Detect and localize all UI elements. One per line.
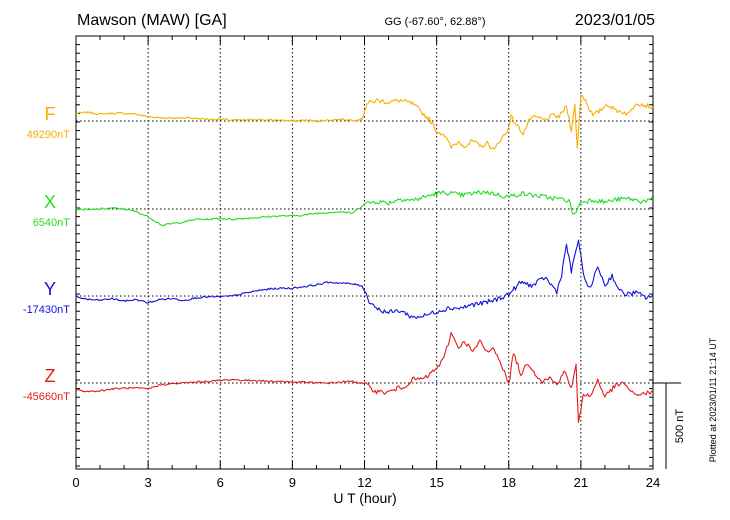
x-tick-label: 21 (574, 475, 588, 490)
series-baseline-Y: -17430nT (23, 304, 70, 316)
x-tick-label: 18 (502, 475, 516, 490)
x-tick-label: 12 (357, 475, 371, 490)
plotted-at-note: Plotted at 2023/01/11 21:14 UT (708, 337, 718, 462)
scale-bar (653, 382, 681, 469)
axis-ticks (75, 36, 654, 469)
series-name-Y: Y (44, 279, 56, 299)
grid-lines (147, 36, 582, 469)
series-baseline-Z: -45660nT (23, 391, 70, 403)
x-tick-label: 6 (217, 475, 224, 490)
series-line-Z (76, 331, 654, 424)
date-label: 2023/01/05 (575, 12, 655, 29)
x-tick-label: 24 (646, 475, 660, 490)
coordinates-label: GG (-67.60°, 62.88°) (384, 16, 485, 28)
series-lines (75, 94, 654, 424)
x-tick-label: 9 (289, 475, 296, 490)
series-line-Y (75, 239, 654, 319)
series-line-F (75, 94, 654, 150)
station-title: Mawson (MAW) [GA] (77, 12, 227, 29)
series-labels: F 49290nT X 6540nT Y -17430nT Z -45660nT (23, 104, 70, 403)
series-line-X (75, 190, 654, 227)
x-tick-label: 15 (429, 475, 443, 490)
x-tick-labels: 0 3 6 9 12 15 18 21 24 (72, 475, 660, 490)
series-baseline-X: 6540nT (33, 217, 71, 229)
series-name-Z: Z (45, 366, 56, 386)
series-name-F: F (45, 104, 56, 124)
x-tick-label: 0 (72, 475, 79, 490)
scale-bar-label: 500 nT (674, 409, 686, 444)
series-name-X: X (44, 192, 56, 212)
x-tick-label: 3 (145, 475, 152, 490)
x-axis-label: U T (hour) (333, 490, 396, 506)
series-baseline-F: 49290nT (27, 129, 71, 141)
